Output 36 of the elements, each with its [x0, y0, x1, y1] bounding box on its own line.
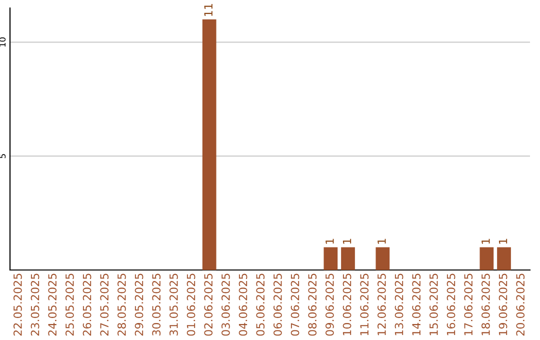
data-label: 11 [204, 4, 212, 16]
x-tick-label: 20.06.2025 [516, 274, 525, 336]
x-tick-label: 24.05.2025 [48, 274, 57, 336]
x-tick-label: 18.06.2025 [481, 274, 490, 336]
x-tick-label: 23.05.2025 [30, 274, 40, 336]
x-tick-label: 14.06.2025 [412, 274, 421, 336]
x-tick-label: 27.05.2025 [100, 274, 109, 336]
x-tick-label: 13.06.2025 [394, 274, 404, 336]
x-tick-label: 03.06.2025 [221, 274, 230, 336]
x-tick-label: 29.05.2025 [134, 274, 144, 336]
x-tick-label: 15.06.2025 [429, 274, 438, 336]
data-label: 1 [378, 238, 386, 244]
x-tick-label: 04.06.2025 [238, 274, 248, 336]
data-label: 1 [326, 238, 334, 244]
data-label: 1 [342, 238, 352, 244]
x-tick-label: 28.05.2025 [117, 274, 126, 336]
x-tick-label: 25.05.2025 [65, 274, 74, 336]
x-tick-label: 31.05.2025 [169, 274, 178, 336]
x-tick-label: 30.05.2025 [152, 274, 161, 336]
x-tick-label: 05.06.2025 [256, 274, 265, 336]
x-tick-label: 06.06.2025 [273, 274, 282, 336]
x-tick-label: 10.06.2025 [342, 274, 352, 336]
x-tick-label: 08.06.2025 [308, 274, 317, 336]
x-tick-label: 19.06.2025 [498, 274, 508, 336]
x-tick-label: 11.06.2025 [360, 274, 369, 336]
x-tick-label: 07.06.2025 [290, 274, 300, 336]
x-tick-label: 09.06.2025 [325, 274, 334, 336]
x-tick-label: 22.05.2025 [13, 274, 22, 336]
data-label: 1 [482, 238, 490, 244]
x-tick-label: 16.06.2025 [446, 274, 456, 336]
x-tick-label: 02.06.2025 [204, 274, 213, 336]
x-tick-label: 26.05.2025 [82, 274, 92, 336]
x-tick-label: 12.06.2025 [377, 274, 386, 336]
x-tick-label: 17.06.2025 [464, 274, 473, 336]
x-tick-label: 01.06.2025 [186, 274, 196, 336]
data-label: 1 [498, 238, 508, 244]
